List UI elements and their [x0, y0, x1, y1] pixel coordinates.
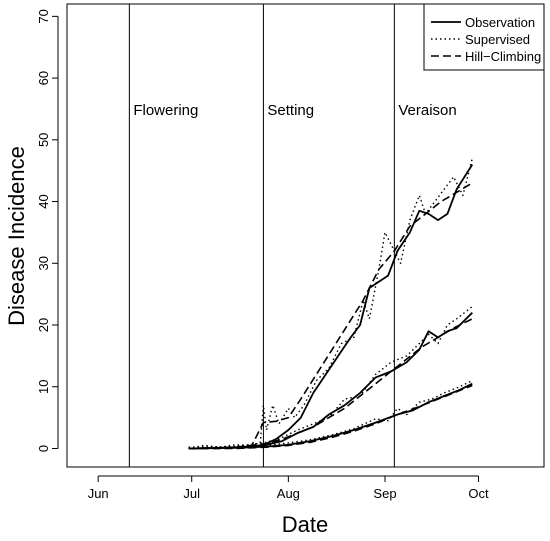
series-supervised-line	[188, 158, 473, 450]
x-tick-label: Sep	[373, 486, 396, 501]
plot-frame	[66, 3, 545, 468]
y-tick-label: 50	[36, 133, 51, 147]
legend-label-supervised: Supervised	[465, 32, 530, 47]
x-axis: Jun Jul Aug Sep Oct	[88, 475, 489, 501]
x-axis-label: Date	[282, 512, 328, 537]
y-tick-label: 10	[36, 380, 51, 394]
series-observation-line	[188, 382, 473, 450]
stage-lines: Flowering Setting Veraison	[128, 4, 457, 467]
y-axis: 0 10 20 30 40 50 60 70	[36, 9, 59, 452]
y-tick-label: 40	[36, 194, 51, 208]
series-hill-climbing-line	[188, 318, 473, 450]
legend-box	[423, 3, 545, 71]
x-tick-label: Oct	[468, 486, 489, 501]
stage-label: Veraison	[398, 102, 456, 119]
stage-label: Setting	[267, 102, 314, 119]
series-supervised-line	[188, 305, 473, 450]
series-layer	[188, 158, 474, 450]
y-tick-label: 0	[36, 445, 51, 452]
y-tick-label: 70	[36, 9, 51, 23]
legend-label-hill-climbing: Hill−Climbing	[465, 49, 541, 64]
legend-label-observation: Observation	[465, 15, 535, 30]
x-tick-label: Jul	[183, 486, 200, 501]
x-tick-label: Jun	[88, 486, 109, 501]
y-tick-label: 20	[36, 318, 51, 332]
series-observation-line	[188, 312, 473, 450]
legend: Observation Supervised Hill−Climbing	[423, 3, 545, 71]
series-observation-line	[188, 164, 474, 450]
x-tick-label: Aug	[277, 486, 300, 501]
series-hill-climbing-line	[188, 182, 473, 450]
y-axis-label: Disease Incidence	[4, 146, 29, 326]
stage-label: Flowering	[133, 102, 198, 119]
y-tick-label: 60	[36, 71, 51, 85]
y-tick-label: 30	[36, 256, 51, 270]
